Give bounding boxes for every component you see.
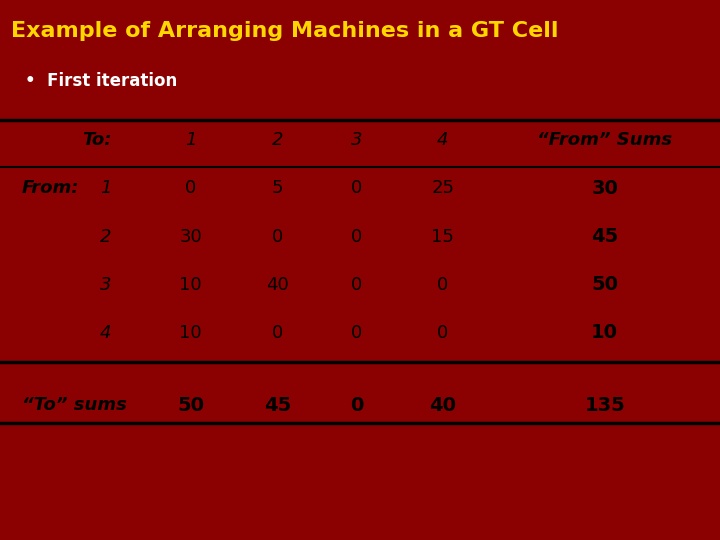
Text: 4: 4 bbox=[100, 324, 112, 342]
Text: To:: To: bbox=[82, 131, 112, 149]
Text: 45: 45 bbox=[264, 396, 291, 415]
Text: •  First iteration: • First iteration bbox=[25, 72, 177, 90]
Text: 5: 5 bbox=[271, 179, 283, 198]
Text: 3: 3 bbox=[100, 276, 112, 294]
Text: 0: 0 bbox=[351, 179, 362, 198]
Text: 0: 0 bbox=[350, 396, 363, 415]
Text: 1: 1 bbox=[185, 131, 197, 149]
Text: Example of Arranging Machines in a GT Cell: Example of Arranging Machines in a GT Ce… bbox=[11, 21, 558, 41]
Text: 40: 40 bbox=[429, 396, 456, 415]
Text: 0: 0 bbox=[351, 276, 362, 294]
Text: 0: 0 bbox=[271, 227, 283, 246]
Text: 0: 0 bbox=[271, 324, 283, 342]
Text: From:: From: bbox=[22, 179, 79, 198]
Text: 4: 4 bbox=[437, 131, 449, 149]
Text: 30: 30 bbox=[591, 179, 618, 198]
Text: 0: 0 bbox=[351, 227, 362, 246]
Text: 30: 30 bbox=[179, 227, 202, 246]
Text: “From” Sums: “From” Sums bbox=[537, 131, 672, 149]
Text: 10: 10 bbox=[179, 276, 202, 294]
Text: 50: 50 bbox=[591, 275, 618, 294]
Text: 50: 50 bbox=[177, 396, 204, 415]
Text: 2: 2 bbox=[100, 227, 112, 246]
Text: 10: 10 bbox=[591, 323, 618, 342]
Text: 40: 40 bbox=[266, 276, 289, 294]
Text: “To” sums: “To” sums bbox=[22, 396, 127, 414]
Text: 3: 3 bbox=[351, 131, 362, 149]
Text: 0: 0 bbox=[351, 324, 362, 342]
Text: 45: 45 bbox=[591, 227, 618, 246]
Text: 1: 1 bbox=[100, 179, 112, 198]
Text: 0: 0 bbox=[437, 276, 449, 294]
Text: 0: 0 bbox=[437, 324, 449, 342]
Text: 0: 0 bbox=[185, 179, 197, 198]
Text: 25: 25 bbox=[431, 179, 454, 198]
Text: 2: 2 bbox=[271, 131, 283, 149]
Text: 135: 135 bbox=[585, 396, 625, 415]
Text: 15: 15 bbox=[431, 227, 454, 246]
Text: 10: 10 bbox=[179, 324, 202, 342]
